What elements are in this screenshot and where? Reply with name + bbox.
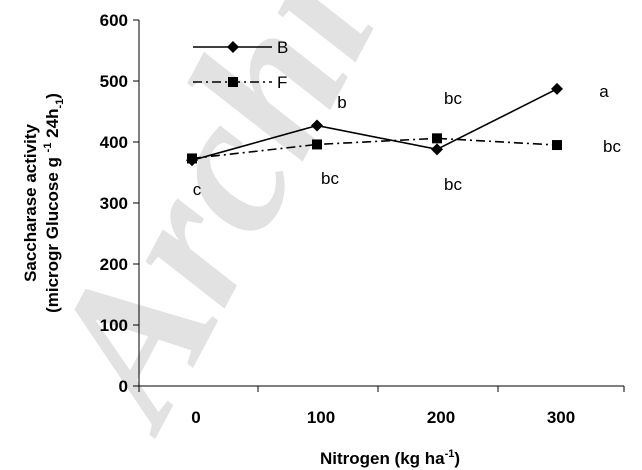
data-point-B-200 bbox=[431, 143, 443, 156]
data-point-B-300 bbox=[551, 82, 563, 95]
x-axis-title-suffix: ) bbox=[454, 449, 460, 468]
data-point-B-100 bbox=[311, 119, 323, 132]
x-tick-label: 200 bbox=[427, 408, 455, 427]
x-axis-title-sup: -1 bbox=[445, 448, 455, 460]
legend-label-F: F bbox=[277, 73, 287, 92]
annotations: c b bc a bc bc bc bbox=[193, 82, 622, 199]
data-point-F-0 bbox=[187, 153, 197, 164]
significance-label: bc bbox=[444, 89, 462, 108]
y-axis-title-line1: Saccharase activity bbox=[21, 124, 40, 282]
x-tick-label: 100 bbox=[307, 408, 335, 427]
y-tick-label: 200 bbox=[100, 255, 128, 274]
y-axis-title-mid: 24h bbox=[43, 109, 62, 143]
x-axis-title-text: Nitrogen (kg ha bbox=[320, 449, 445, 468]
significance-label: bc bbox=[444, 175, 462, 194]
series-F bbox=[187, 133, 562, 164]
legend-marker-B bbox=[227, 41, 239, 53]
y-axis-title-end: ) bbox=[43, 93, 62, 99]
data-point-F-300 bbox=[552, 140, 562, 151]
x-ticks: 0 100 200 300 bbox=[138, 386, 625, 427]
data-point-F-200 bbox=[432, 133, 442, 144]
y-tick-label: 400 bbox=[100, 133, 128, 152]
series-line-F bbox=[191, 137, 558, 160]
significance-label: b bbox=[337, 93, 346, 112]
legend-marker-F bbox=[228, 77, 238, 87]
y-axis-title-text: (microgr Glucose g bbox=[43, 152, 62, 313]
y-tick-label: 300 bbox=[100, 194, 128, 213]
legend-label-B: B bbox=[277, 38, 288, 57]
y-tick-label: 0 bbox=[119, 377, 128, 396]
significance-label: bc bbox=[603, 137, 621, 156]
x-tick-label: 0 bbox=[191, 408, 200, 427]
y-tick-label: 500 bbox=[100, 72, 128, 91]
legend: BF bbox=[193, 38, 288, 92]
x-tick-label: 300 bbox=[547, 408, 575, 427]
x-axis-title: Nitrogen (kg ha-1) bbox=[320, 448, 460, 468]
series-layer bbox=[186, 82, 563, 167]
data-point-F-100 bbox=[312, 139, 322, 150]
y-axis-title-sup: -1 bbox=[42, 143, 54, 153]
y-tick-label: 100 bbox=[100, 316, 128, 335]
significance-label: bc bbox=[321, 169, 339, 188]
series-line-B bbox=[191, 88, 558, 162]
y-ticks: 0 100 200 300 400 500 600 bbox=[100, 11, 139, 396]
y-axis-title-line2: (microgr Glucose g -1 24h-1) bbox=[42, 93, 66, 313]
legend-item-F: F bbox=[193, 73, 287, 92]
significance-label: c bbox=[193, 180, 202, 199]
watermark-text: Archive of SID bbox=[0, 0, 642, 460]
y-tick-label: 600 bbox=[100, 11, 128, 30]
legend-item-B: B bbox=[193, 38, 288, 57]
y-axis-title-sub: -1 bbox=[54, 99, 66, 109]
watermark: Archive of SID bbox=[0, 0, 642, 460]
significance-label: a bbox=[599, 82, 609, 101]
